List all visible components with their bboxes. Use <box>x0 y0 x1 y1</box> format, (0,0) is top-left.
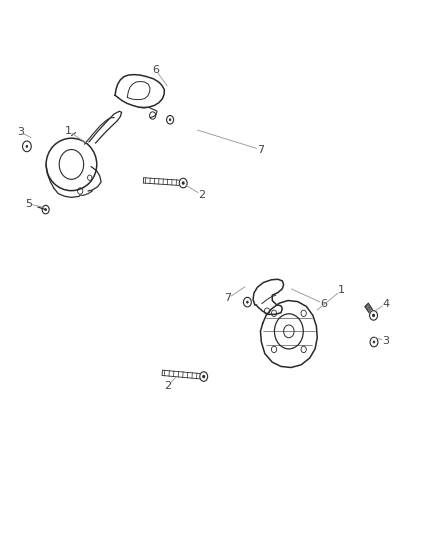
Text: 7: 7 <box>224 293 231 303</box>
Text: 4: 4 <box>382 298 389 309</box>
Circle shape <box>373 341 375 343</box>
Text: 2: 2 <box>198 190 205 200</box>
Text: 5: 5 <box>25 199 32 209</box>
Text: 1: 1 <box>65 126 72 136</box>
Circle shape <box>203 375 205 377</box>
Circle shape <box>169 119 171 121</box>
Circle shape <box>45 208 46 211</box>
Circle shape <box>182 182 184 184</box>
Text: 3: 3 <box>382 336 389 346</box>
Text: 7: 7 <box>257 144 264 155</box>
Circle shape <box>247 301 248 303</box>
Text: 3: 3 <box>17 127 24 137</box>
Text: 1: 1 <box>338 286 345 295</box>
Circle shape <box>373 314 374 317</box>
Circle shape <box>26 146 28 148</box>
Text: 6: 6 <box>320 298 327 309</box>
Text: 2: 2 <box>164 381 171 391</box>
Text: 6: 6 <box>152 65 159 75</box>
